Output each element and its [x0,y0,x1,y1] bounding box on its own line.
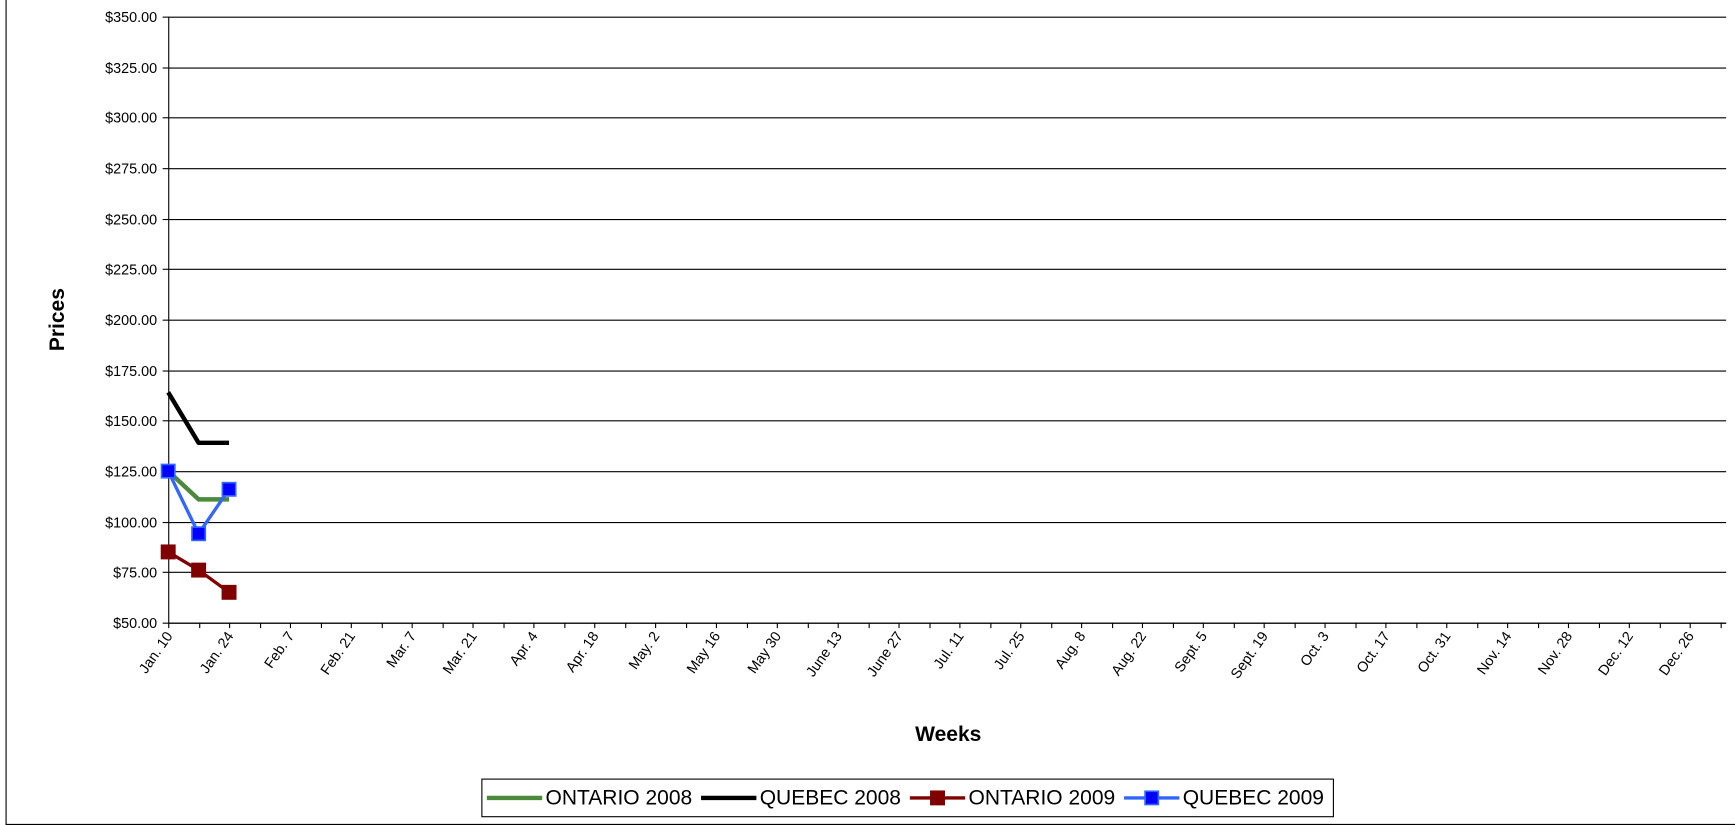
legend: ONTARIO 2008 QUEBEC 2008 ONTARIO 2009 QUEBE… [481,778,1334,818]
y-tick-label: $100.00 [105,516,157,532]
series-line [166,469,230,502]
x-tick-label: Jan. 10 [136,629,176,677]
legend-box [481,778,1334,818]
x-tick-label: Sept. 19 [1228,629,1272,682]
x-tick-label: Nov. 28 [1535,629,1576,678]
data-point [160,463,176,479]
y-tick-label: $125.00 [105,465,157,481]
y-axis-title: Prices [46,288,69,351]
x-tick-label: May 16 [684,629,724,677]
x-tick-label: Apr. 4 [507,629,542,669]
y-tick-label: $200.00 [105,313,157,329]
y-tick-label: $250.00 [105,213,157,229]
x-tick-label: Oct. 17 [1354,629,1394,676]
x-tick-label: Feb. 7 [262,629,298,672]
data-point [221,584,237,600]
x-tick-label: Mar. 21 [440,629,481,677]
y-tick-label: $50.00 [113,616,157,632]
data-point [191,562,207,578]
x-tick-label: Feb. 21 [318,629,359,678]
x-tick-label: Jan. 24 [197,629,237,677]
x-tick-label: Jul. 11 [931,629,968,672]
x-tick-label: Mar. 7 [384,629,420,671]
x-tick-label: June 27 [864,629,906,680]
data-point [221,481,237,497]
x-tick-label: June 13 [803,629,845,680]
legend-label: QUEBEC 2009 [1183,787,1324,810]
x-tick-label: Nov. 14 [1474,629,1515,678]
legend-label: ONTARIO 2009 [969,787,1116,810]
x-tick-label: Dec. 12 [1595,629,1637,679]
x-tick-label: May. 2 [626,629,663,673]
series-line [166,391,230,446]
x-tick-label: Dec. 26 [1656,629,1698,679]
x-tick-label: May 30 [745,629,785,677]
y-tick-label: $75.00 [113,565,157,581]
legend-label: ONTARIO 2008 [546,787,693,810]
data-point [160,544,176,560]
data-point [191,526,207,542]
legend-marker [1144,790,1160,806]
x-tick-label: Aug. 8 [1052,629,1089,672]
x-axis-title: Weeks [915,723,981,746]
y-tick-label: $225.00 [105,262,157,278]
y-tick-label: $325.00 [105,61,157,77]
x-tick-label: Apr. 18 [563,629,602,675]
legend-label: QUEBEC 2008 [760,787,901,810]
x-tick-label: Oct. 3 [1298,629,1333,670]
x-tick-label: Aug. 22 [1109,629,1151,679]
x-tick-label: Jul. 25 [991,629,1028,673]
y-tick-label: $300.00 [105,111,157,127]
y-tick-label: $275.00 [105,162,157,178]
x-tick-label: Oct. 31 [1415,629,1455,676]
y-tick-label: $150.00 [105,414,157,430]
x-tick-label: Sept. 5 [1172,629,1211,675]
y-tick-label: $175.00 [105,364,157,380]
y-tick-label: $350.00 [105,10,157,26]
legend-marker [930,790,945,806]
